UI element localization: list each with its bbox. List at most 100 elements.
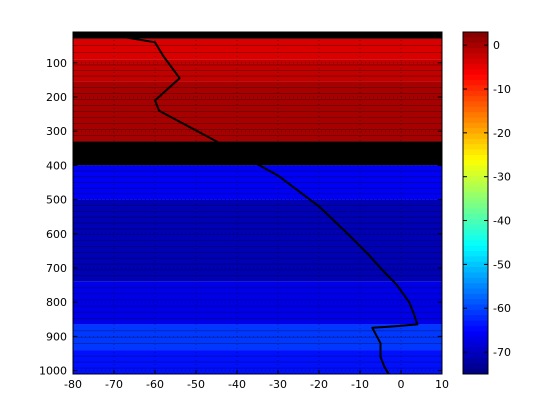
y-tick-label: 1000 bbox=[39, 365, 67, 378]
y-tick-label: 800 bbox=[46, 296, 67, 309]
colorbar-swatch bbox=[463, 240, 488, 247]
x-tick-label: -70 bbox=[105, 378, 123, 391]
colorbar-tick-label: -50 bbox=[493, 258, 511, 271]
colorbar-swatch bbox=[463, 101, 488, 108]
colorbar-swatch bbox=[463, 160, 488, 166]
colorbar-swatch bbox=[463, 309, 488, 316]
colorbar-swatch bbox=[463, 272, 488, 279]
x-tick-label: -60 bbox=[146, 378, 164, 391]
colorbar-tick-label: 0 bbox=[493, 39, 500, 52]
colorbar-tick-label: -20 bbox=[493, 127, 511, 140]
colorbar-swatch bbox=[463, 299, 488, 305]
x-tick-label: -10 bbox=[351, 378, 369, 391]
colorbar-swatch bbox=[463, 320, 488, 327]
colorbar-swatch bbox=[463, 192, 488, 199]
series-line-0 bbox=[113, 34, 419, 374]
colorbar-swatch bbox=[463, 48, 488, 54]
series-layer bbox=[113, 34, 419, 374]
colorbar-swatch bbox=[463, 69, 488, 76]
colorbar-swatch bbox=[463, 37, 488, 44]
colorbar-tick-label: -40 bbox=[493, 215, 511, 228]
colorbar-swatch bbox=[463, 261, 488, 268]
grid bbox=[73, 32, 442, 374]
colorbar-frame bbox=[462, 31, 489, 375]
colorbar-swatch bbox=[463, 186, 488, 193]
colorbar-swatch bbox=[463, 315, 488, 321]
plot-frame bbox=[72, 31, 443, 375]
colorbar-swatch bbox=[463, 293, 488, 300]
colorbar-swatch bbox=[463, 277, 488, 284]
colorbar-swatch bbox=[463, 197, 488, 204]
colorbar-swatch bbox=[463, 170, 488, 177]
x-tick-label: -40 bbox=[228, 378, 246, 391]
colorbar-swatch bbox=[463, 251, 488, 257]
contour-band-2 bbox=[73, 59, 442, 82]
colorbar-swatch bbox=[463, 112, 488, 118]
y-tick-label: 500 bbox=[46, 194, 67, 207]
x-tick-label: -50 bbox=[187, 378, 205, 391]
colorbar-swatch bbox=[463, 208, 488, 215]
colorbar-swatch bbox=[463, 96, 488, 102]
colorbar-tick-label: -70 bbox=[493, 346, 511, 359]
colorbar-swatch bbox=[463, 256, 488, 263]
x-tick-label: -80 bbox=[64, 378, 82, 391]
contour-band-5 bbox=[73, 165, 442, 200]
x-axis: -80 -70 -60 -50 -40 -30 -20 -10 0 10 bbox=[64, 32, 449, 391]
x-tick-label: 10 bbox=[435, 378, 449, 391]
y-axis: 100 200 300 400 500 600 700 800 900 1000 bbox=[39, 57, 442, 378]
colorbar-swatch bbox=[463, 90, 488, 97]
colorbar-swatch bbox=[463, 283, 488, 289]
y-tick-label: 400 bbox=[46, 159, 67, 172]
colorbar-swatch bbox=[463, 42, 488, 49]
contour-band-4 bbox=[73, 141, 442, 166]
colorbar-tick-label: -60 bbox=[493, 302, 511, 315]
colorbar-swatch bbox=[463, 245, 488, 252]
colorbar-swatch bbox=[463, 133, 488, 140]
colorbar-swatch bbox=[463, 181, 488, 188]
colorbar-swatch bbox=[463, 325, 488, 332]
contour-band-7 bbox=[73, 281, 442, 325]
colorbar-swatch bbox=[463, 117, 488, 124]
x-tick-label: 0 bbox=[398, 378, 405, 391]
colorbar-swatch bbox=[463, 235, 488, 241]
contour-band-9 bbox=[73, 350, 442, 374]
colorbar-swatch bbox=[463, 122, 488, 129]
colorbar-swatch bbox=[463, 106, 488, 113]
colorbar-swatch bbox=[463, 128, 488, 134]
colorbar: 0 -10 -20 -30 -40 -50 -60 -70 bbox=[462, 31, 511, 375]
x-tick-label: -20 bbox=[310, 378, 328, 391]
colorbar-swatch bbox=[463, 304, 488, 311]
colorbar-swatch bbox=[463, 74, 488, 81]
colorbar-swatch bbox=[463, 154, 488, 161]
colorbar-swatch bbox=[463, 64, 488, 70]
colorbar-swatch bbox=[463, 32, 488, 38]
colorbar-swatch bbox=[463, 203, 488, 209]
colorbar-swatch bbox=[463, 357, 488, 364]
x-tick-label: -30 bbox=[269, 378, 287, 391]
colorbar-swatch bbox=[463, 352, 488, 359]
y-tick-label: 900 bbox=[46, 330, 67, 343]
colorbar-swatch bbox=[463, 149, 488, 156]
y-tick-label: 200 bbox=[46, 91, 67, 104]
colorbar-tick-label: -30 bbox=[493, 171, 511, 184]
colorbar-swatch bbox=[463, 144, 488, 150]
y-tick-label: 300 bbox=[46, 125, 67, 138]
y-tick-label: 100 bbox=[46, 57, 67, 70]
colorbar-swatch bbox=[463, 336, 488, 343]
colorbar-swatch bbox=[463, 176, 488, 183]
colorbar-swatch bbox=[463, 219, 488, 225]
contour-bands bbox=[73, 32, 442, 374]
colorbar-swatch bbox=[463, 58, 488, 65]
y-tick-label: 700 bbox=[46, 262, 67, 275]
contour-band-0 bbox=[73, 32, 442, 39]
colorbar-swatch bbox=[463, 363, 488, 370]
colorbar-swatch bbox=[463, 331, 488, 337]
colorbar-swatch bbox=[463, 267, 488, 273]
colorbar-swatch bbox=[463, 368, 488, 375]
contour-lines bbox=[73, 45, 442, 369]
colorbar-swatch bbox=[463, 85, 488, 92]
colorbar-swatch bbox=[463, 224, 488, 231]
colorbar-swatch bbox=[463, 165, 488, 172]
colorbar-swatch bbox=[463, 138, 488, 145]
